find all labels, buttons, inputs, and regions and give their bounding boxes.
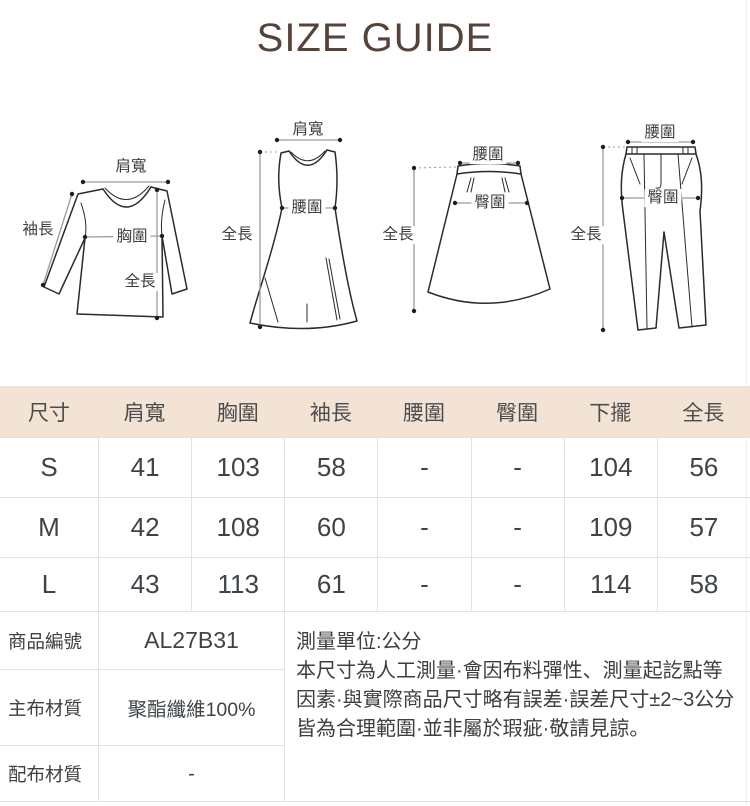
size-cell: 56 (656, 438, 750, 497)
size-row-l: L 43 113 61 - - 114 58 (0, 557, 750, 611)
header-hip: 臀圍 (496, 401, 539, 425)
size-cell: - (377, 498, 470, 557)
size-cell: - (470, 438, 564, 497)
measure-label-hip: 臀圍 (644, 189, 682, 207)
main-fabric-value: 聚酯纖維100% (98, 670, 284, 745)
table-row: 商品編號 AL27B31 (0, 612, 284, 669)
measure-label-length: 全長 (121, 273, 159, 291)
size-cell: 57 (656, 498, 750, 557)
size-table: 尺寸 肩寬 胸圍 袖長 腰圍 臀圍 下擺 全長 S 41 103 58 - - … (0, 386, 750, 611)
measure-label-length: 全長 (379, 226, 417, 244)
header-sleeve: 袖長 (309, 401, 352, 425)
size-cell: S (40, 452, 58, 482)
measure-label-waist: 腰圍 (469, 146, 507, 164)
size-cell: - (377, 438, 470, 497)
header-chest: 胸圍 (216, 401, 259, 425)
size-cell: 41 (98, 438, 191, 497)
measure-label-waist: 腰圍 (641, 124, 679, 142)
product-code-label: 商品編號 (8, 630, 83, 652)
product-info-section: 商品編號 AL27B31 主布材質 聚酯纖維100% 配布材質 - 測量單位:公… (0, 611, 750, 802)
dress-diagram (249, 137, 358, 330)
measure-label-sleeve: 袖長 (19, 221, 57, 239)
size-cell: 61 (284, 558, 377, 611)
measure-label-shoulder: 肩寬 (289, 121, 327, 139)
measure-label-length: 全長 (218, 226, 256, 244)
disclaimer-text: 本尺寸為人工測量·會因布料彈性、測量起訖點等因素·與實際商品尺寸略有誤差·誤差尺… (296, 660, 735, 740)
size-cell: 58 (284, 438, 377, 497)
header-size: 尺寸 (28, 401, 70, 425)
size-cell: 108 (191, 498, 284, 557)
size-cell: L (41, 569, 57, 599)
table-row: 主布材質 聚酯纖維100% (0, 669, 284, 745)
garment-diagrams: 肩寬 袖長 胸圍 全長 肩寬 腰圍 全長 腰圍 臀圍 全長 腰圍 臀圍 全長 (0, 0, 750, 380)
main-fabric-label: 主布材質 (8, 697, 83, 719)
size-cell: 43 (98, 558, 191, 611)
size-cell: 109 (563, 498, 657, 557)
header-hem: 下擺 (589, 401, 632, 425)
size-cell: 113 (191, 558, 284, 611)
product-info-table: 商品編號 AL27B31 主布材質 聚酯纖維100% 配布材質 - (0, 612, 285, 802)
lining-fabric-value: - (98, 746, 284, 802)
product-code-value: AL27B31 (98, 612, 284, 669)
measure-unit-text: 測量單位:公分 (296, 631, 422, 653)
size-cell: 58 (656, 558, 750, 611)
size-cell: 114 (563, 558, 657, 611)
measure-label-hip: 臀圍 (471, 194, 509, 212)
page-title: SIZE GUIDE (256, 16, 494, 60)
size-row-m: M 42 108 60 - - 109 57 (0, 497, 750, 557)
measure-label-length: 全長 (567, 226, 605, 244)
table-row: 配布材質 - (0, 745, 284, 802)
size-cell: 103 (191, 438, 284, 497)
header-waist: 腰圍 (402, 401, 445, 425)
measure-label-waist: 腰圍 (288, 199, 326, 217)
measure-label-shoulder: 肩寬 (112, 158, 150, 176)
size-cell: 42 (98, 498, 191, 557)
size-cell: - (470, 558, 564, 611)
header-length: 全長 (682, 401, 725, 425)
size-cell: 60 (284, 498, 377, 557)
size-row-s: S 41 103 58 - - 104 56 (0, 437, 750, 497)
size-cell: - (377, 558, 470, 611)
lining-fabric-label: 配布材質 (8, 764, 83, 785)
measure-label-chest: 胸圍 (113, 228, 151, 246)
measurement-notes: 測量單位:公分 本尺寸為人工測量·會因布料彈性、測量起訖點等因素·與實際商品尺寸… (286, 612, 750, 801)
header-shoulder: 肩寬 (123, 401, 166, 425)
size-cell: M (38, 512, 60, 542)
size-cell: 104 (563, 438, 657, 497)
size-table-header-row: 尺寸 肩寬 胸圍 袖長 腰圍 臀圍 下擺 全長 (0, 386, 750, 437)
size-cell: - (470, 498, 564, 557)
